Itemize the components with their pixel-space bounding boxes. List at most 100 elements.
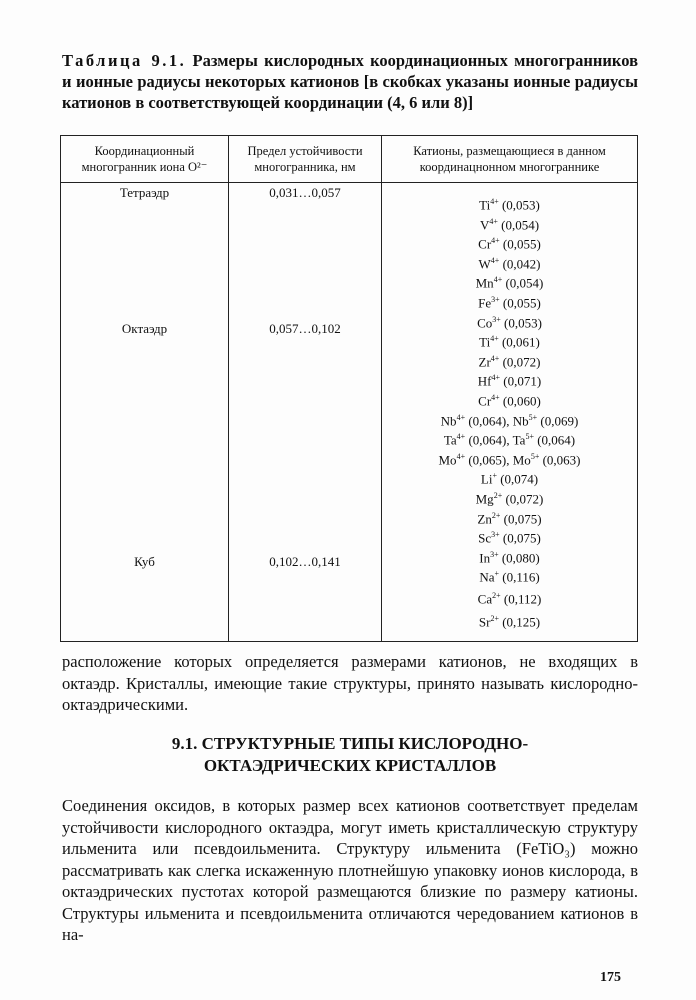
cation-element: Zr bbox=[478, 354, 491, 370]
cation-radius: (0,055) bbox=[502, 236, 541, 252]
cation-line: Ti4+ (0,061) bbox=[383, 329, 636, 349]
cation-radius: (0,042) bbox=[502, 256, 541, 272]
cation-line: Ta4+ (0,064), Ta5+ (0,064) bbox=[383, 427, 636, 447]
stability-range: 0,057…0,102 bbox=[269, 321, 341, 336]
cation-charge: 3+ bbox=[491, 294, 500, 304]
cation-radius: (0,125) bbox=[502, 614, 541, 630]
cation-element: Cr bbox=[478, 236, 492, 252]
cation-charge: 2+ bbox=[493, 490, 503, 500]
cation-line: Fe3+ (0,055) bbox=[383, 290, 636, 310]
cation-charge: 4+ bbox=[491, 236, 500, 246]
cation-line: Mo4+ (0,065), Mo5+ (0,063) bbox=[383, 447, 636, 467]
paragraph: расположение которых определяется размер… bbox=[62, 652, 638, 714]
cation-charge: 5+ bbox=[528, 412, 538, 422]
cation-element: Mn bbox=[475, 275, 494, 291]
cation-element: In bbox=[479, 550, 491, 566]
cation-line: Zr4+ (0,072) bbox=[383, 349, 636, 369]
cation-element: Ti bbox=[479, 334, 491, 350]
cation-element: Nb bbox=[512, 412, 529, 428]
header-cations: Катионы, размещающиеся в данном координа… bbox=[381, 135, 638, 183]
cation-element: Sr bbox=[478, 614, 491, 630]
cation-radius: (0,074) bbox=[500, 471, 539, 487]
cation-element: Li bbox=[480, 471, 493, 487]
polyhedron-column: Тетраэдр Октаэдр Куб bbox=[60, 182, 229, 642]
cation-element: Na bbox=[479, 569, 495, 585]
cation-charge: 4+ bbox=[490, 197, 499, 206]
cation-charge: 2+ bbox=[491, 510, 501, 520]
cation-line: In3+ (0,080) bbox=[383, 545, 636, 565]
cation-charge: 5+ bbox=[525, 432, 534, 442]
cation-radius: (0,053) bbox=[504, 314, 542, 330]
cation-charge: 4+ bbox=[490, 255, 500, 265]
cation-charge: 4+ bbox=[489, 216, 498, 226]
polyhedra-table: Координационный многогранник иона O²⁻ Пр… bbox=[60, 135, 638, 642]
cation-element: Mg bbox=[475, 491, 494, 507]
cation-charge: + bbox=[492, 471, 497, 481]
cation-line: Mn4+ (0,054) bbox=[383, 270, 636, 290]
cation-element: Fe bbox=[478, 295, 492, 311]
cation-charge: 4+ bbox=[493, 275, 503, 285]
cation-radius: (0,071) bbox=[503, 373, 542, 389]
cation-element: Zn bbox=[477, 510, 492, 526]
cation-line: W4+ (0,042) bbox=[383, 251, 636, 271]
table-caption: Таблица 9.1. Размеры кислородных координ… bbox=[62, 50, 638, 113]
cation-element: Ca bbox=[477, 591, 493, 607]
paragraph: Соединения оксидов, в которых размер все… bbox=[62, 796, 638, 944]
cation-radius: (0,075) bbox=[503, 510, 542, 526]
cation-charge: 3+ bbox=[490, 549, 499, 559]
cation-radius: (0,053) bbox=[501, 197, 540, 213]
stability-range: 0,031…0,057 bbox=[269, 185, 341, 200]
cation-charge: 4+ bbox=[490, 353, 500, 363]
cation-charge: 4+ bbox=[456, 451, 466, 461]
cation-element: Ta bbox=[512, 432, 526, 448]
cation-charge: 2+ bbox=[492, 590, 501, 600]
cation-radius: (0,072) bbox=[502, 354, 541, 370]
cation-element: Ti bbox=[479, 197, 491, 213]
cation-charge: 4+ bbox=[490, 334, 499, 344]
cation-line: V4+ (0,054) bbox=[383, 212, 636, 232]
cation-line: Sc3+ (0,075) bbox=[383, 525, 636, 545]
cation-element: Co bbox=[477, 314, 493, 330]
cation-charge: 4+ bbox=[491, 392, 500, 402]
cation-radius: (0,065), bbox=[468, 452, 510, 468]
cation-radius: (0,072) bbox=[505, 491, 544, 507]
cation-line: Na+ (0,116) bbox=[383, 564, 636, 584]
table-row: Тетраэдр Октаэдр Куб 0,031…0,057 0,057…0… bbox=[60, 182, 638, 642]
cation-radius: (0,055) bbox=[502, 295, 541, 311]
cation-radius: (0,116) bbox=[502, 569, 540, 585]
page-number: 175 bbox=[600, 970, 621, 985]
cation-charge: 4+ bbox=[491, 373, 501, 383]
cation-element: V bbox=[479, 216, 490, 232]
cation-line: Mg2+ (0,072) bbox=[383, 486, 636, 506]
cation-radius: (0,112) bbox=[503, 591, 542, 607]
cation-element: W bbox=[478, 256, 491, 272]
cation-line: Li+ (0,074) bbox=[383, 466, 636, 486]
range-column: 0,031…0,057 0,057…0,102 0,102…0,141 bbox=[228, 182, 382, 642]
cation-radius: (0,054) bbox=[501, 216, 540, 232]
cation-charge: 3+ bbox=[491, 530, 500, 540]
cation-element: Cr bbox=[478, 393, 492, 409]
caption-label: Таблица 9.1. bbox=[62, 51, 187, 70]
cation-radius: (0,064) bbox=[537, 432, 576, 448]
cation-line: Co3+ (0,053) bbox=[383, 310, 636, 330]
cation-charge: 5+ bbox=[530, 451, 540, 461]
cation-radius: (0,061) bbox=[501, 334, 540, 350]
caption-text: Размеры кислородных координационных мног… bbox=[62, 51, 638, 112]
cation-element: Hf bbox=[477, 373, 492, 389]
cation-line: Nb4+ (0,064), Nb5+ (0,069) bbox=[383, 408, 636, 428]
cation-element: Nb bbox=[440, 412, 457, 428]
polyhedron-name: Октаэдр bbox=[121, 321, 168, 336]
cation-line: Ca2+ (0,112) bbox=[383, 584, 636, 607]
header-polyhedron: Координационный многогранник иона O²⁻ bbox=[60, 135, 229, 183]
cation-charge: 4+ bbox=[456, 412, 466, 422]
cation-line: Sr2+ (0,125) bbox=[383, 607, 636, 630]
cation-line: Zn2+ (0,075) bbox=[383, 506, 636, 526]
cation-radius: (0,075) bbox=[502, 530, 541, 546]
header-stability-limit: Предел устойчивости многогранника, нм bbox=[228, 135, 382, 183]
cation-element: Ta bbox=[443, 432, 457, 448]
table-header-row: Координационный многогранник иона O²⁻ Пр… bbox=[60, 135, 638, 183]
section-heading: 9.1. СТРУКТУРНЫЕ ТИПЫ КИСЛОРОДНО-ОКТАЭДР… bbox=[171, 734, 529, 775]
cation-radius: (0,060) bbox=[502, 393, 541, 409]
cation-line: Cr4+ (0,055) bbox=[383, 231, 636, 251]
